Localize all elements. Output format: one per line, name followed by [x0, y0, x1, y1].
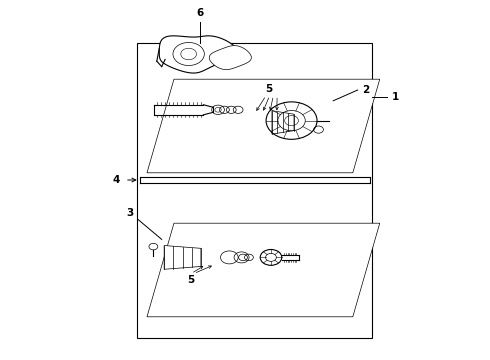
Text: 5: 5 — [188, 275, 195, 285]
Polygon shape — [272, 111, 294, 134]
Polygon shape — [147, 79, 380, 173]
Polygon shape — [209, 46, 251, 69]
Text: 4: 4 — [113, 175, 120, 185]
Text: 6: 6 — [196, 8, 203, 18]
Text: 3: 3 — [126, 208, 133, 218]
Polygon shape — [164, 246, 201, 269]
Polygon shape — [159, 36, 238, 73]
Text: 1: 1 — [392, 92, 399, 102]
Polygon shape — [147, 223, 380, 317]
Text: 5: 5 — [265, 84, 272, 94]
Text: 2: 2 — [363, 85, 370, 95]
Bar — [137, 43, 372, 338]
